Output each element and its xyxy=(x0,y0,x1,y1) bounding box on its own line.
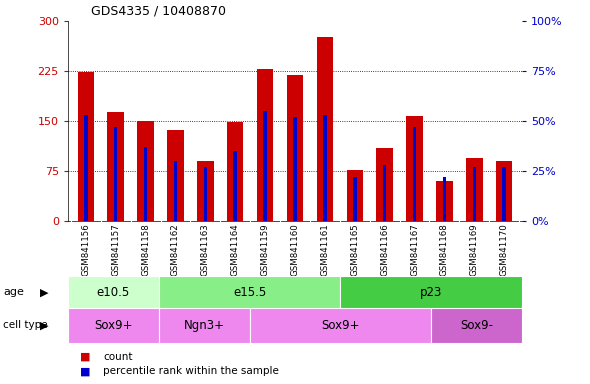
Bar xyxy=(346,170,363,221)
Text: cell type: cell type xyxy=(3,320,48,330)
Text: Sox9+: Sox9+ xyxy=(321,319,360,332)
Text: Sox9-: Sox9- xyxy=(460,319,493,332)
Bar xyxy=(77,72,94,221)
Text: percentile rank within the sample: percentile rank within the sample xyxy=(103,366,279,376)
Text: e10.5: e10.5 xyxy=(97,286,130,299)
Bar xyxy=(436,181,453,221)
Bar xyxy=(340,276,522,308)
Text: GSM841157: GSM841157 xyxy=(111,223,120,276)
Bar xyxy=(407,116,423,221)
Text: GSM841161: GSM841161 xyxy=(320,223,329,276)
Text: GSM841163: GSM841163 xyxy=(201,223,210,276)
Text: age: age xyxy=(3,287,24,297)
Text: GSM841164: GSM841164 xyxy=(231,223,240,276)
Bar xyxy=(234,151,237,221)
Bar xyxy=(197,161,214,221)
Bar xyxy=(293,117,297,221)
Text: ■: ■ xyxy=(80,366,90,376)
Text: GSM841168: GSM841168 xyxy=(440,223,449,276)
Bar xyxy=(250,308,431,343)
Text: GDS4335 / 10408870: GDS4335 / 10408870 xyxy=(91,4,227,17)
Bar xyxy=(473,167,476,221)
Bar xyxy=(287,75,303,221)
Text: Sox9+: Sox9+ xyxy=(94,319,133,332)
Bar xyxy=(114,127,117,221)
Text: GSM841165: GSM841165 xyxy=(350,223,359,276)
Text: GSM841170: GSM841170 xyxy=(500,223,509,276)
Text: GSM841159: GSM841159 xyxy=(261,223,270,276)
Bar xyxy=(317,37,333,221)
Bar xyxy=(323,115,327,221)
Bar xyxy=(204,167,207,221)
Bar xyxy=(173,161,177,221)
Bar xyxy=(376,147,393,221)
Bar xyxy=(413,127,417,221)
Bar xyxy=(159,276,340,308)
Bar xyxy=(431,308,522,343)
Text: GSM841169: GSM841169 xyxy=(470,223,479,276)
Bar xyxy=(137,121,154,221)
Text: e15.5: e15.5 xyxy=(233,286,266,299)
Bar xyxy=(68,276,159,308)
Text: GSM841166: GSM841166 xyxy=(380,223,389,276)
Bar xyxy=(263,111,267,221)
Bar xyxy=(466,157,483,221)
Text: Ngn3+: Ngn3+ xyxy=(183,319,225,332)
Text: GSM841160: GSM841160 xyxy=(290,223,300,276)
Text: p23: p23 xyxy=(420,286,442,299)
Bar xyxy=(353,177,356,221)
Bar xyxy=(227,122,244,221)
Text: ■: ■ xyxy=(80,352,90,362)
Text: ▶: ▶ xyxy=(40,287,48,297)
Text: GSM841156: GSM841156 xyxy=(81,223,90,276)
Bar xyxy=(107,112,124,221)
Text: GSM841167: GSM841167 xyxy=(410,223,419,276)
Bar xyxy=(383,165,386,221)
Text: GSM841162: GSM841162 xyxy=(171,223,180,276)
Bar xyxy=(159,308,250,343)
Bar xyxy=(257,69,273,221)
Text: ▶: ▶ xyxy=(40,320,48,330)
Bar xyxy=(167,130,183,221)
Bar xyxy=(144,147,148,221)
Bar xyxy=(442,177,446,221)
Bar xyxy=(503,167,506,221)
Text: GSM841158: GSM841158 xyxy=(141,223,150,276)
Bar xyxy=(84,115,87,221)
Bar xyxy=(68,308,159,343)
Bar xyxy=(496,161,513,221)
Text: count: count xyxy=(103,352,133,362)
